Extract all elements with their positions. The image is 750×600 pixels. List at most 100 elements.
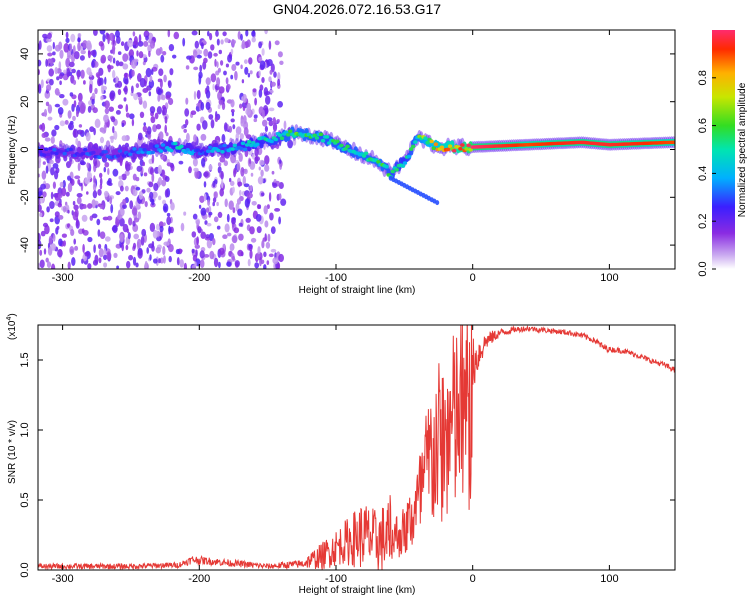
spectrogram-noise-cell — [188, 166, 192, 174]
spectrogram-noise-cell — [247, 258, 251, 267]
spectrogram-noise-cell — [164, 176, 170, 182]
spectrogram-noise-cell — [99, 205, 104, 209]
spectrogram-ridge-cell — [439, 145, 445, 150]
spectrogram-noise-cell — [203, 48, 209, 57]
spectrogram-noise-cell — [77, 71, 80, 80]
spectrogram-noise-cell — [95, 72, 101, 78]
spectrogram-noise-cell — [109, 135, 115, 140]
spectrogram-noise-cell — [253, 118, 258, 123]
spectrogram-noise-cell — [42, 222, 49, 228]
spectrogram-ridge-cell — [312, 133, 317, 138]
spectrogram-noise-cell — [264, 91, 271, 96]
spectrogram-noise-cell — [238, 233, 244, 241]
spectrogram-noise-cell — [279, 60, 284, 65]
spectrogram-noise-cell — [108, 182, 113, 187]
spectrogram-noise-cell — [226, 261, 232, 267]
spectrogram-noise-cell — [103, 190, 109, 197]
spectrogram-ridge-cell — [42, 153, 47, 157]
spectrogram-noise-cell — [151, 172, 155, 183]
spectrogram-noise-cell — [164, 116, 168, 124]
spectrogram-noise-cell — [109, 57, 113, 63]
spectrogram-noise-cell — [172, 54, 177, 59]
spectrogram-noise-cell — [183, 262, 187, 269]
spectrogram-noise-cell — [148, 79, 155, 89]
spectrogram-noise-cell — [152, 124, 158, 133]
spectrogram-noise-cell — [138, 51, 144, 59]
spectrogram-noise-cell — [43, 248, 47, 255]
spectrogram-noise-cell — [38, 204, 42, 212]
spectrogram-noise-cell — [50, 136, 55, 144]
spectrogram-noise-cell — [46, 45, 53, 52]
spectrogram-noise-cell — [266, 260, 270, 265]
spectrogram-noise-cell — [38, 173, 41, 178]
spectrogram-noise-cell — [163, 241, 170, 246]
spectrogram-noise-cell — [142, 125, 148, 132]
colorbar-tick-label: 0.4 — [697, 166, 709, 181]
spectrogram-noise-cell — [131, 59, 137, 69]
spectrogram-noise-cell — [220, 170, 224, 180]
spectrogram-noise-cell — [215, 30, 219, 37]
spectrogram-noise-cell — [200, 101, 205, 111]
spectrogram-ridge-cell — [423, 136, 428, 140]
spectrogram-noise-cell — [226, 83, 231, 90]
spectrogram-noise-cell — [251, 201, 257, 206]
spectrogram-noise-cell — [142, 100, 148, 109]
spectrogram-noise-cell — [125, 112, 130, 118]
spectrogram-noise-cell — [258, 88, 263, 98]
spectrogram-noise-cell — [103, 124, 107, 134]
spectrogram-noise-cell — [126, 260, 131, 269]
spectrogram-noise-cell — [206, 222, 212, 227]
spectrogram-noise-cell — [118, 61, 124, 67]
spectrogram-noise-cell — [264, 220, 269, 228]
spectrogram-noise-cell — [109, 196, 113, 205]
spectrogram-ridge-cell — [218, 144, 223, 149]
spectrogram-noise-cell — [185, 119, 189, 126]
spectrogram-noise-cell — [228, 125, 233, 133]
spectrogram-ridge-cell — [52, 147, 57, 152]
spectrogram-noise-cell — [164, 189, 169, 198]
spectrogram-noise-cell — [210, 44, 215, 51]
spectrogram-noise-cell — [194, 40, 199, 49]
spectrogram-noise-cell — [212, 201, 215, 207]
spectrogram-ridge-cell — [216, 148, 221, 153]
spectrogram-noise-cell — [230, 48, 234, 55]
spectrogram-noise-cell — [76, 193, 83, 198]
spectrogram-noise-cell — [150, 40, 155, 49]
spectrogram-ridge-cell — [255, 142, 260, 147]
spectrogram-noise-cell — [206, 85, 210, 93]
spectrogram-noise-cell — [132, 188, 138, 197]
snr-x-label: Height of straight line (km) — [299, 585, 416, 596]
spectrogram-noise-cell — [217, 104, 221, 110]
spectrogram-noise-cell — [92, 182, 97, 192]
spectrogram-noise-cell — [238, 152, 243, 162]
spectrogram-noise-cell — [234, 70, 238, 81]
spectrogram-noise-cell — [49, 218, 54, 223]
spectrogram-noise-cell — [40, 183, 46, 190]
spectrogram-noise-cell — [249, 226, 255, 235]
spectrogram-noise-cell — [254, 97, 257, 106]
spectrogram-ridge-cell — [402, 161, 408, 165]
x-tick-label: 0 — [470, 272, 476, 284]
spectrogram-noise-cell — [201, 42, 204, 50]
spectrogram-noise-cell — [233, 168, 237, 178]
spectrogram-noise-cell — [173, 31, 180, 40]
spectrogram-noise-cell — [106, 251, 112, 261]
spectrogram-noise-cell — [54, 124, 60, 131]
spectrogram-noise-cell — [195, 219, 200, 226]
spectrogram-noise-cell — [113, 252, 118, 258]
spectrogram-noise-cell — [163, 74, 167, 83]
spectrogram-noise-cell — [154, 112, 159, 120]
spectrogram-noise-cell — [99, 231, 106, 239]
spectrogram-noise-cell — [239, 133, 244, 140]
spectrogram-noise-cell — [59, 120, 66, 127]
spectrogram-noise-cell — [55, 167, 60, 174]
spectrogram-noise-cell — [80, 69, 85, 79]
spectrogram-noise-cell — [159, 46, 163, 55]
spectrogram-noise-cell — [57, 193, 63, 199]
spectrogram-noise-cell — [46, 38, 52, 43]
spectrogram-noise-cell — [104, 236, 111, 242]
spectrogram-noise-cell — [148, 50, 151, 58]
spectrogram-noise-cell — [132, 256, 137, 266]
spectrogram-noise-cell — [252, 88, 257, 93]
spectrogram-noise-cell — [45, 101, 50, 107]
